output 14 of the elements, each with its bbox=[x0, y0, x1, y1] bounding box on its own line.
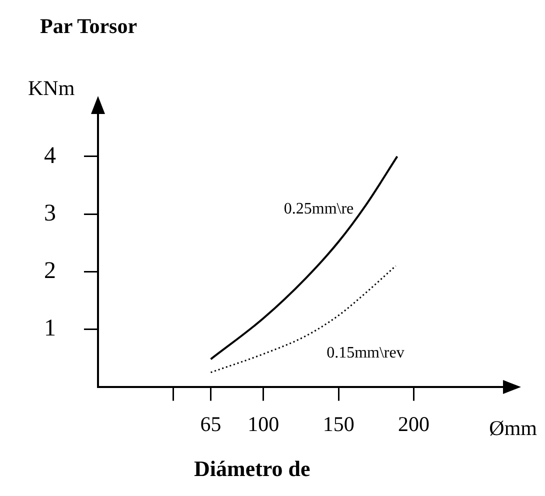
y-tick-label: 4 bbox=[44, 142, 56, 169]
x-tick-label: 200 bbox=[398, 412, 430, 436]
x-tick-label: 100 bbox=[248, 412, 280, 436]
text: Diámetro de bbox=[194, 456, 310, 482]
y-tick-label: 2 bbox=[44, 258, 56, 284]
series-label: 0.15mm\rev bbox=[326, 344, 404, 362]
series-label: 0.25mm\re bbox=[284, 200, 354, 218]
y-tick-label: 3 bbox=[44, 200, 56, 226]
x-tick-label: 150 bbox=[322, 412, 354, 436]
x-axis-title: Ømm bbox=[489, 416, 537, 441]
y-axis-title: KNm bbox=[28, 76, 75, 101]
chart-title: Par Torsor bbox=[40, 14, 138, 39]
x-tick-label: 65 bbox=[200, 412, 222, 436]
y-tick-label: 1 bbox=[44, 316, 56, 342]
